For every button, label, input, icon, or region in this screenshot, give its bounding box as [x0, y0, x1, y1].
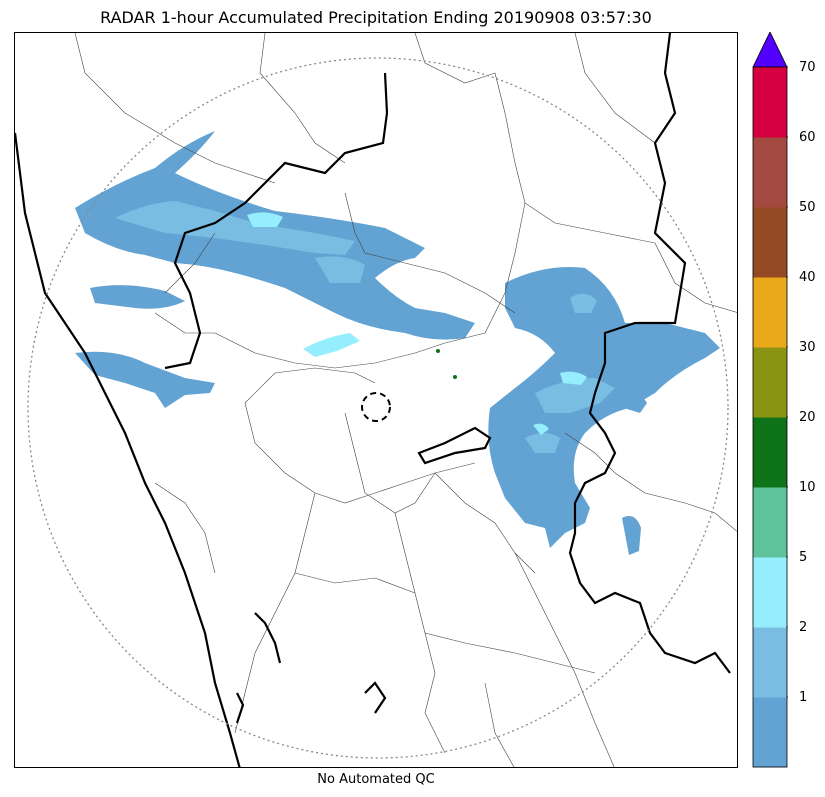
precipitation-high-layer	[247, 212, 587, 435]
colorbar-swatch	[753, 207, 787, 278]
state-border	[235, 692, 245, 724]
colorbar-tick-label: 60	[799, 130, 816, 145]
state-border	[364, 681, 387, 714]
colorbar-tick-label: 2	[799, 620, 808, 635]
precip-high	[560, 371, 587, 385]
precipitation-layer	[75, 131, 720, 555]
colorbar-swatch	[753, 137, 787, 208]
precip-core	[315, 256, 365, 283]
colorbar-swatch	[753, 347, 787, 418]
colorbar-tick-label: 1	[799, 690, 808, 705]
precip-core	[525, 433, 560, 453]
coastline	[15, 132, 241, 767]
colorbar-swatch	[753, 67, 787, 138]
state-border	[254, 612, 282, 664]
precip-area	[90, 285, 185, 309]
precip-area	[488, 267, 720, 548]
colorbar-frame	[752, 66, 788, 768]
radar-site-marker	[361, 392, 391, 422]
state-border	[164, 72, 389, 370]
precip-high	[533, 423, 549, 435]
precipitation-core-layer	[115, 201, 615, 453]
colorbar	[752, 32, 788, 769]
colorbar-tick-label: 40	[799, 270, 816, 285]
state-border	[568, 33, 731, 674]
colorbar-svg	[752, 32, 788, 768]
qc-note: No Automated QC	[317, 772, 435, 787]
state-boundaries	[15, 33, 731, 767]
state-border	[417, 426, 492, 465]
colorbar-tick-label: 10	[799, 480, 816, 495]
precip-cell	[453, 375, 457, 379]
precip-high	[247, 212, 283, 227]
colorbar-over-arrow	[752, 32, 788, 68]
colorbar-tick-label: 50	[799, 200, 816, 215]
radar-range-ring	[27, 57, 729, 759]
precip-core	[115, 201, 355, 255]
radar-map	[14, 32, 738, 768]
precip-area	[622, 515, 641, 555]
precip-core	[535, 378, 615, 413]
map-canvas	[15, 33, 737, 767]
colorbar-swatch	[753, 487, 787, 558]
precip-core	[570, 293, 597, 313]
colorbar-swatch	[753, 277, 787, 348]
precip-cell	[436, 349, 440, 353]
district-boundaries	[74, 33, 737, 767]
chart-title: RADAR 1-hour Accumulated Precipitation E…	[100, 8, 652, 27]
colorbar-tick-label: 30	[799, 340, 816, 355]
precip-area	[75, 351, 215, 408]
precip-area	[625, 392, 647, 413]
precipitation-green-layer	[436, 349, 457, 379]
colorbar-tick-label: 20	[799, 410, 816, 425]
precip-high	[303, 333, 360, 357]
colorbar-tick-label: 5	[799, 550, 808, 565]
colorbar-swatch	[753, 627, 787, 698]
colorbar-tick-label: 70	[799, 60, 816, 75]
colorbar-swatch	[753, 557, 787, 628]
colorbar-swatch	[753, 417, 787, 488]
colorbar-swatch	[753, 697, 787, 768]
